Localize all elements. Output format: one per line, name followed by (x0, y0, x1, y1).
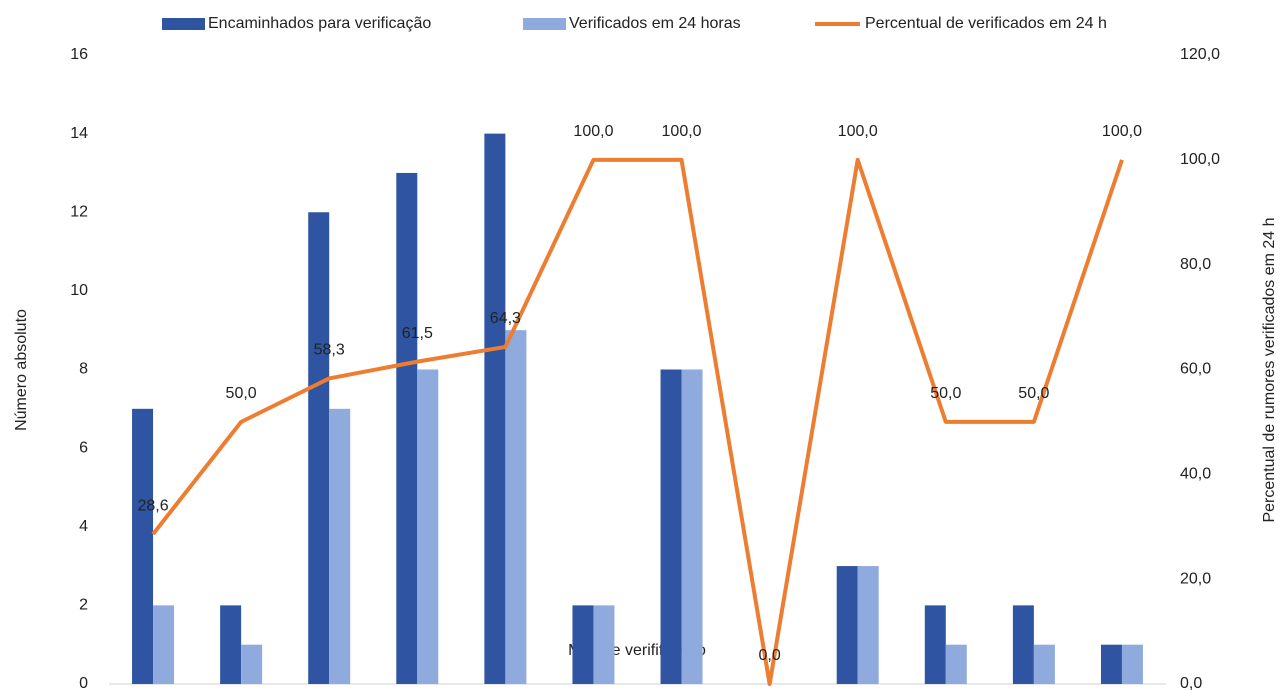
bar (132, 408, 154, 684)
bar (660, 369, 682, 684)
data-label: 50,0 (226, 385, 257, 402)
data-label: 100,0 (662, 123, 702, 140)
y2-tick-label: 60,0 (1180, 361, 1211, 378)
bar (396, 172, 418, 684)
data-label: 28,6 (137, 497, 168, 514)
bar (681, 369, 703, 684)
data-label: 100,0 (573, 123, 613, 140)
bar (505, 330, 527, 684)
bar (484, 133, 506, 684)
bar (1100, 644, 1122, 684)
y-axis-title: Número absoluto (13, 309, 30, 431)
y2-tick-label: 120,0 (1180, 46, 1220, 63)
line (151, 157, 1124, 686)
y-tick-label: 10 (70, 282, 88, 299)
y-tick-label: 16 (70, 46, 88, 63)
y2-tick-label: 20,0 (1180, 570, 1211, 587)
legend-swatch (162, 18, 205, 30)
bar (1012, 605, 1034, 684)
y-tick-label: 6 (79, 439, 88, 456)
y2-tick-label: 40,0 (1180, 466, 1211, 483)
y2-tick-label: 80,0 (1180, 256, 1211, 273)
data-label: 50,0 (1018, 385, 1049, 402)
data-label: 58,3 (314, 342, 345, 359)
bar (836, 566, 858, 684)
data-label: 50,0 (930, 385, 961, 402)
data-label: 100,0 (838, 123, 878, 140)
data-label: 64,3 (490, 310, 521, 327)
bar (924, 605, 946, 684)
bar (153, 605, 175, 684)
bar (593, 605, 615, 684)
legend-swatch (523, 18, 566, 30)
bar (241, 644, 263, 684)
legend-label: Encaminhados para verificação (208, 15, 431, 32)
bar (572, 605, 594, 684)
bar (1033, 644, 1055, 684)
legend-label: Percentual de verificados em 24 h (865, 15, 1107, 32)
y-tick-label: 4 (79, 518, 88, 535)
bar (329, 408, 351, 684)
legend-label: Verificados em 24 horas (569, 15, 741, 32)
y-tick-label: 2 (79, 597, 88, 614)
bar (857, 566, 879, 684)
data-label: 100,0 (1102, 123, 1142, 140)
bar (417, 369, 439, 684)
data-label: 0,0 (759, 647, 781, 664)
bar (308, 212, 330, 684)
data-label: 61,5 (402, 325, 433, 342)
y2-tick-label: 0,0 (1180, 675, 1202, 691)
y2-axis-title: Percentual de rumores verificados em 24 … (1261, 217, 1278, 522)
bar (1121, 644, 1143, 684)
y2-tick-label: 100,0 (1180, 151, 1220, 168)
y-tick-label: 8 (79, 361, 88, 378)
bar (945, 644, 967, 684)
bar (220, 605, 242, 684)
y-tick-label: 14 (70, 125, 88, 142)
y-tick-label: 12 (70, 203, 88, 220)
y-tick-label: 0 (79, 675, 88, 691)
